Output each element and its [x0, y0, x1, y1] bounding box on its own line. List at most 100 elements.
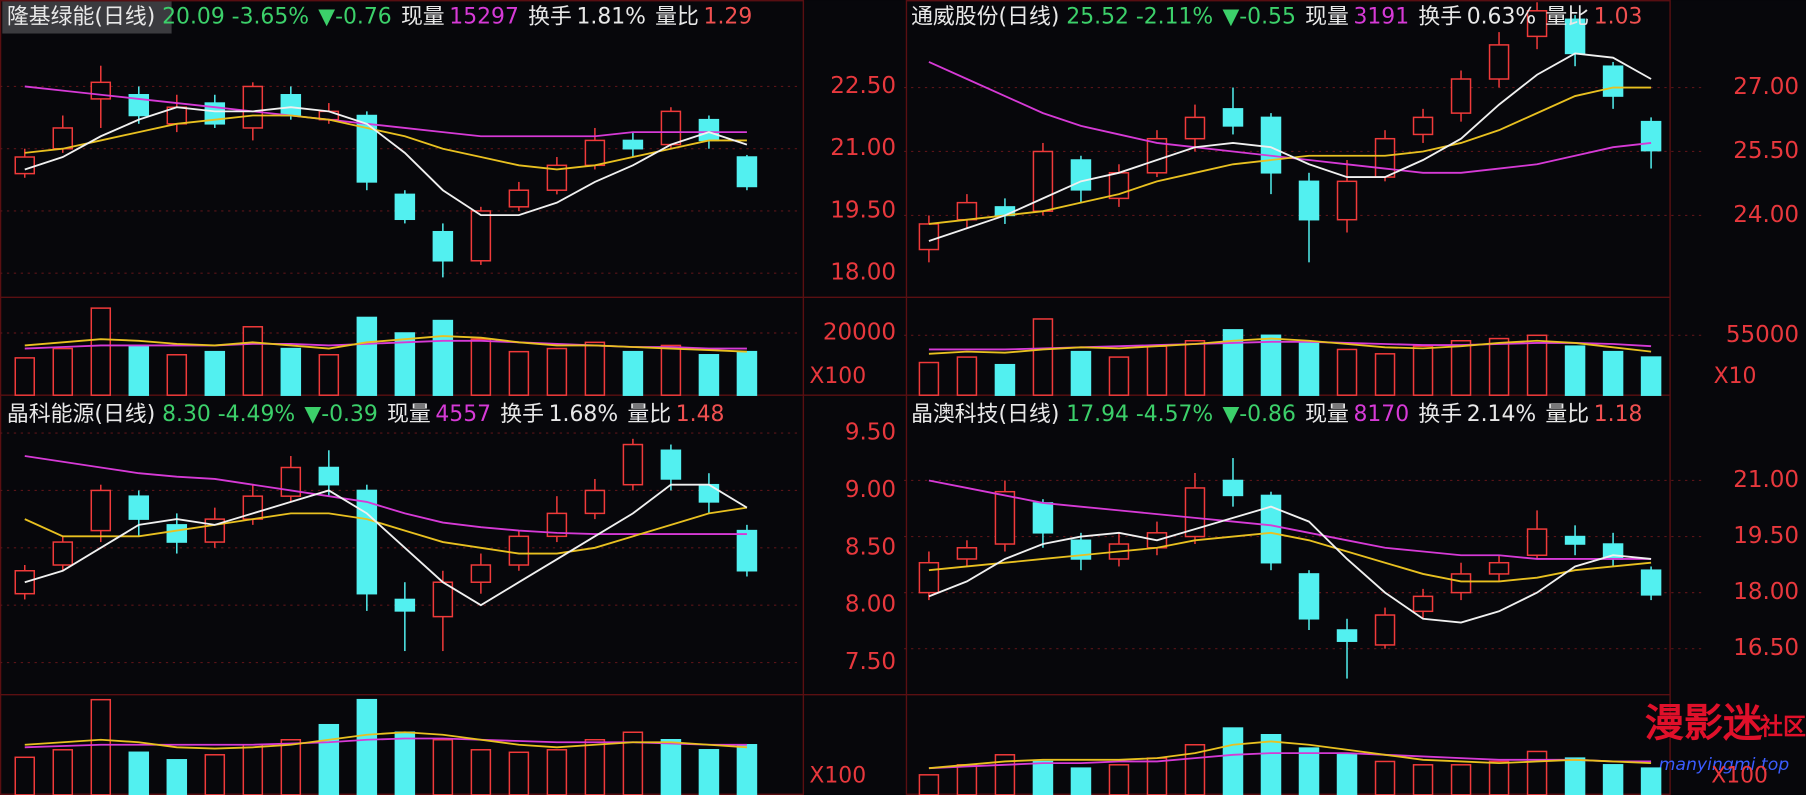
volume-bar [1032, 760, 1054, 795]
volume-bar [1146, 757, 1168, 795]
volume-bar [14, 357, 36, 396]
volume-bar [508, 751, 530, 795]
candle-body [52, 541, 74, 566]
header-change: ▼-0.86 [1222, 402, 1295, 427]
volume-bar [1640, 356, 1662, 396]
header-turn-label: 换手 [1418, 402, 1462, 427]
ma20-line [928, 531, 1652, 583]
selected-tab[interactable] [2, 1, 172, 34]
volume-bar [1412, 764, 1434, 795]
volume-bar [1564, 757, 1586, 795]
ma60-line [24, 85, 747, 138]
candle-body [242, 85, 264, 129]
candle-body [1564, 535, 1586, 545]
header-ratio-label: 量比 [627, 402, 671, 427]
candle-body [356, 114, 378, 183]
candle-body [546, 164, 568, 191]
header-change: ▼-0.55 [1222, 4, 1295, 29]
y-tick-label: 24.00 [1733, 202, 1799, 228]
header-price: 17.94 [1066, 402, 1129, 427]
candle-body [432, 581, 454, 618]
header-turnover: 1.81% [576, 4, 646, 29]
candle-body [14, 156, 36, 175]
candle-body [1450, 573, 1472, 594]
y-tick-label: 25.50 [1733, 138, 1799, 164]
y-tick-label: 16.50 [1733, 635, 1799, 661]
candle-body [956, 201, 978, 221]
volume-bar [1564, 345, 1586, 396]
y-tick-label: 8.00 [845, 592, 896, 618]
volume-bar [1184, 339, 1206, 396]
header-price: 8.30 [162, 402, 211, 427]
volume-bar [956, 764, 978, 795]
volume-bar [356, 698, 378, 795]
y-tick-label: 19.50 [1733, 523, 1799, 549]
candle-body [736, 529, 758, 572]
volume-bar [318, 354, 340, 396]
header-change-pct: -3.65% [232, 4, 309, 29]
vol-unit: X100 [809, 364, 866, 389]
volume-bar [356, 316, 378, 396]
vol-unit: X100 [809, 763, 866, 788]
ma20-line [24, 506, 748, 555]
candle-body [356, 489, 378, 595]
candle-body [1412, 116, 1434, 136]
header-ratio-label: 量比 [655, 4, 699, 29]
watermark-sub: 社区 [1760, 714, 1806, 741]
header-vol-label: 现量 [401, 4, 445, 29]
header-name: 晶科能源(日线) [7, 402, 155, 427]
volume-bar [90, 307, 112, 396]
volume-bar [14, 756, 36, 795]
volume-bar [918, 361, 940, 396]
volume-bar [1108, 764, 1130, 795]
candle-body [1260, 116, 1282, 174]
header-ratio-label: 量比 [1545, 4, 1589, 29]
volume-bar [432, 739, 454, 795]
candle-body [14, 569, 36, 595]
header-ratio: 1.03 [1594, 4, 1643, 29]
candle-body [1450, 78, 1472, 114]
header-turn-label: 换手 [528, 4, 572, 29]
volume-bar [1260, 334, 1282, 396]
header-name: 晶澳科技(日线) [911, 402, 1059, 427]
vol-unit: X10 [1714, 364, 1757, 389]
volume-bar [1222, 329, 1244, 396]
candle-body [52, 127, 74, 150]
candle-body [1526, 10, 1548, 38]
volume-bar [1412, 345, 1434, 396]
candle-body [1184, 487, 1206, 538]
volume-bar [1336, 348, 1358, 396]
header-name: 隆基绿能(日线) [7, 4, 155, 29]
volume-bar [394, 332, 416, 396]
header-ratio: 1.48 [676, 402, 725, 427]
candle-body [622, 139, 644, 150]
volume-bar [1488, 337, 1510, 396]
volume-bar [280, 347, 302, 396]
candle-body [622, 443, 644, 486]
candle-body [166, 524, 188, 543]
candle-body [508, 535, 530, 566]
candle-body [1298, 573, 1320, 620]
header-volume: 15297 [449, 4, 519, 29]
panel-header: 通威股份(日线) 25.52 -2.11% ▼-0.55 现量 3191 换手 0.63% 量比… [911, 4, 1642, 29]
volume-bar [622, 350, 644, 396]
volume-bar [1298, 747, 1320, 795]
volume-bar [242, 744, 264, 795]
vol-tick-label: 55000 [1726, 322, 1799, 348]
volume-bar [1640, 767, 1662, 795]
candle-body [1184, 116, 1206, 140]
candle-body [546, 512, 568, 538]
volume-bar [166, 354, 188, 396]
volume-bar [318, 723, 340, 795]
header-price: 20.09 [162, 4, 225, 29]
header-change: ▼-0.39 [304, 402, 377, 427]
volume-bar [736, 744, 758, 795]
header-ratio-label: 量比 [1545, 402, 1589, 427]
volume-bar [1298, 342, 1320, 396]
candle-body [698, 483, 720, 503]
candle-body [994, 490, 1016, 545]
y-tick-label: 18.00 [1733, 579, 1799, 605]
candle-body [394, 598, 416, 612]
